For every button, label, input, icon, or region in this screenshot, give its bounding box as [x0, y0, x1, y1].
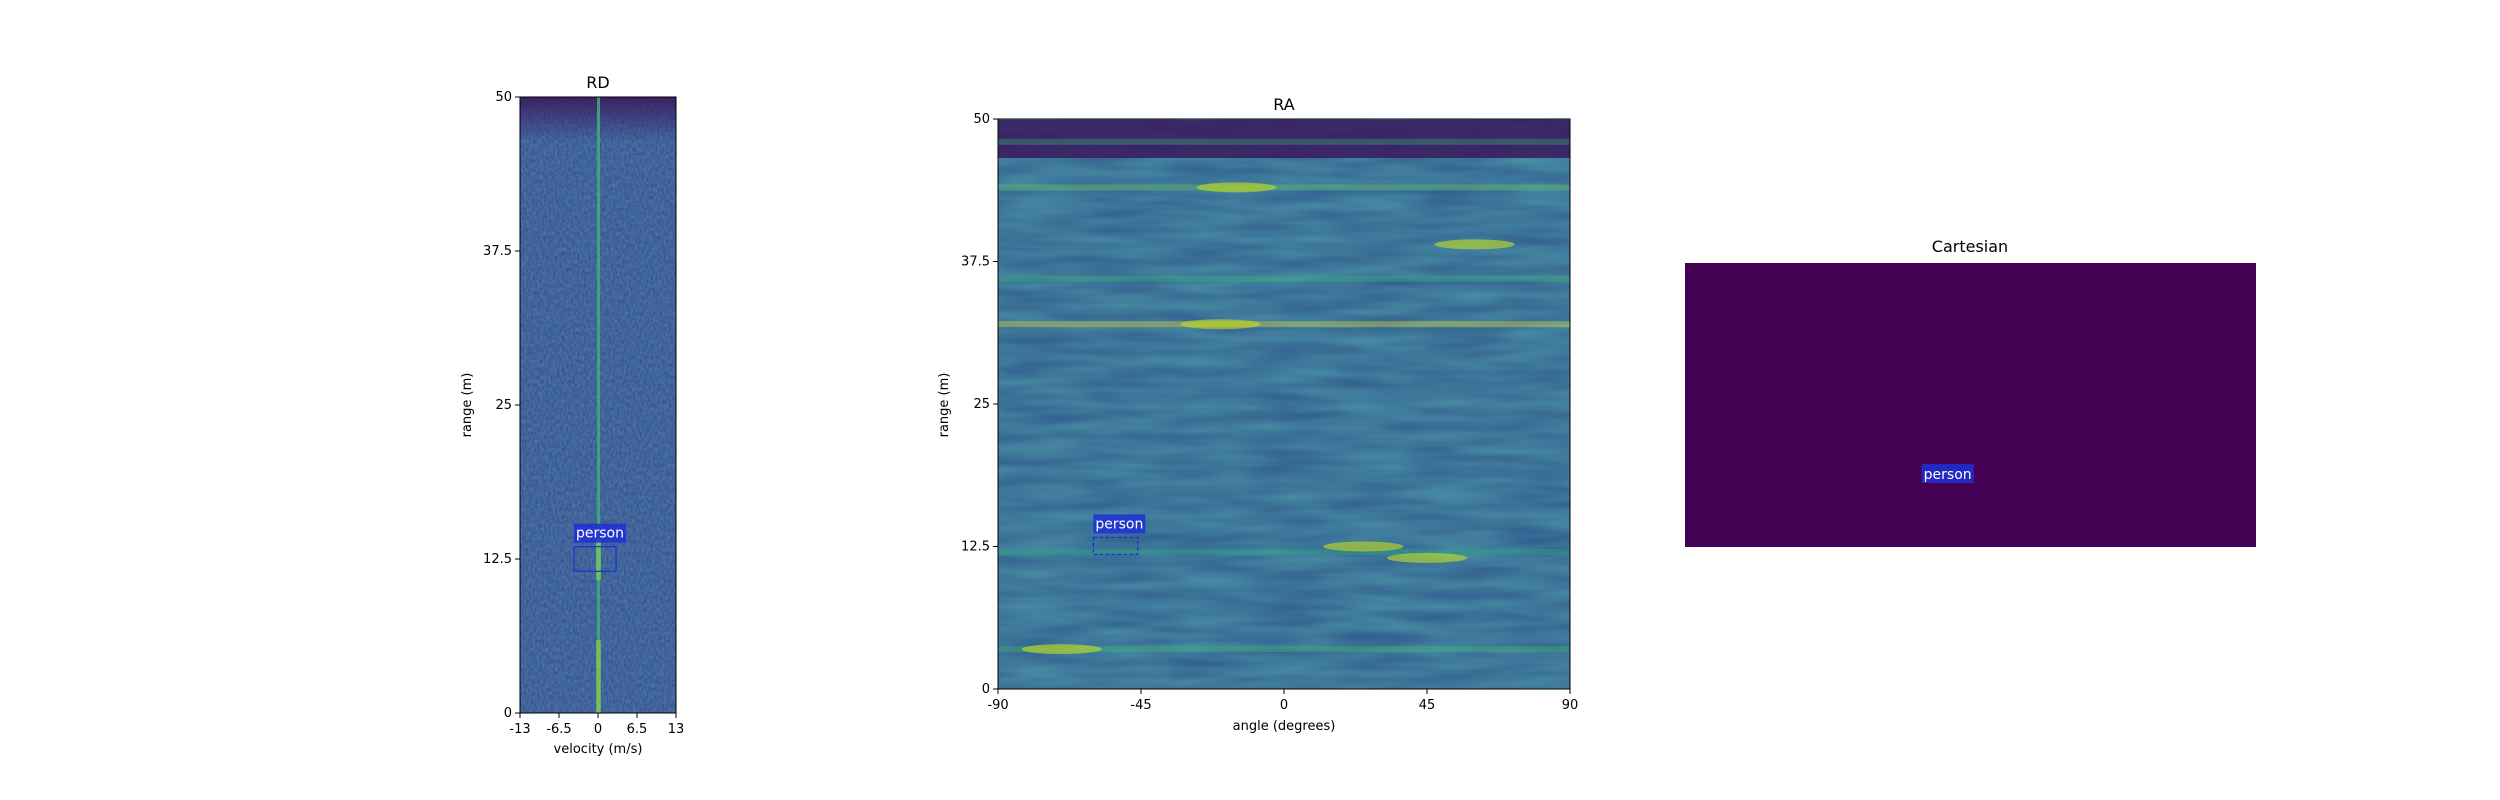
ra-axes: -90 -45 0 45 90 0 12.5 25 37.5 50	[961, 112, 1578, 713]
rd-y-tick-label: 37.5	[483, 244, 512, 259]
rd-y-tick-label: 12.5	[483, 552, 512, 567]
ra-hotspot	[1180, 319, 1261, 330]
ra-heatmap-noise	[998, 119, 1570, 689]
rd-detection-label-bg	[574, 523, 626, 543]
ra-bright-band	[998, 549, 1570, 556]
ra-detections: person	[1092, 514, 1146, 556]
ra-xlabel: angle (degrees)	[1233, 719, 1336, 734]
ra-x-tick-label: -45	[1130, 698, 1151, 713]
ra-bright-bands	[998, 138, 1570, 655]
ra-bright-band	[998, 321, 1570, 328]
ra-hotspot	[1196, 182, 1277, 193]
ra-x-tick-label: -90	[987, 698, 1008, 713]
cartesian-background	[1685, 263, 2256, 547]
ra-x-tick-label: 45	[1419, 698, 1436, 713]
ra-ylabel: range (m)	[937, 373, 952, 438]
cartesian-title: Cartesian	[1932, 237, 2008, 256]
ra-bright-band	[998, 275, 1570, 282]
rd-zero-doppler-line	[597, 97, 600, 713]
ra-y-tick-label: 0	[982, 682, 990, 697]
rd-zero-doppler-hotspot	[596, 640, 601, 713]
rd-axes: -13 -6.5 0 6.5 13 0 12.5 25 37.5 50	[483, 90, 684, 737]
cartesian-detections: person	[1921, 464, 1974, 483]
rd-x-tick-label: -13	[509, 722, 530, 737]
cartesian-detection-label-bg	[1921, 464, 1974, 483]
ra-x-tick-label: 90	[1562, 698, 1579, 713]
rd-xlabel: velocity (m/s)	[554, 742, 643, 757]
rd-x-tick-label: -6.5	[546, 722, 571, 737]
ra-y-tick-label: 37.5	[961, 255, 990, 270]
ra-hotspot	[1434, 239, 1515, 250]
rd-ylabel: range (m)	[460, 373, 475, 438]
rd-panel: RD -13 -6.5 0 6.5 13 0 12.5 25 37.5 50 person vel…	[460, 73, 684, 757]
rd-detection-box	[573, 546, 617, 572]
ra-bright-band	[998, 184, 1570, 191]
ra-title: RA	[1273, 95, 1294, 114]
rd-zero-doppler-hotspot	[596, 540, 601, 580]
ra-x-tick-label: 0	[1280, 698, 1288, 713]
ra-y-tick-label: 25	[973, 397, 990, 412]
rd-y-tick-label: 50	[495, 90, 512, 105]
rd-title: RD	[586, 73, 609, 92]
ra-top-dark-band	[998, 120, 1570, 158]
ra-hotspot	[1387, 552, 1467, 563]
rd-x-tick-label: 6.5	[627, 722, 648, 737]
ra-y-tick-label: 50	[973, 112, 990, 127]
ra-panel: RA -90 -45 0 45 90 0 12.5 25 37.5 50 person angle…	[937, 95, 1578, 734]
rd-detections: person	[573, 523, 626, 572]
rd-y-tick-label: 0	[504, 706, 512, 721]
rd-detection-label: person	[576, 526, 624, 542]
ra-hotspot	[1021, 644, 1102, 655]
ra-detection-label: person	[1095, 516, 1143, 532]
rd-x-tick-label: 13	[668, 722, 685, 737]
ra-bright-band	[998, 138, 1570, 145]
ra-detection-box	[1092, 536, 1139, 556]
ra-bright-band	[998, 646, 1570, 653]
ra-detection-label-bg	[1093, 514, 1146, 534]
cartesian-panel: Cartesian person	[1685, 237, 2256, 547]
cartesian-detection-label: person	[1924, 467, 1972, 483]
rd-y-tick-label: 25	[495, 398, 512, 413]
rd-x-tick-label: 0	[594, 722, 602, 737]
ra-hotspot	[1323, 541, 1404, 552]
ra-y-tick-label: 12.5	[961, 540, 990, 555]
